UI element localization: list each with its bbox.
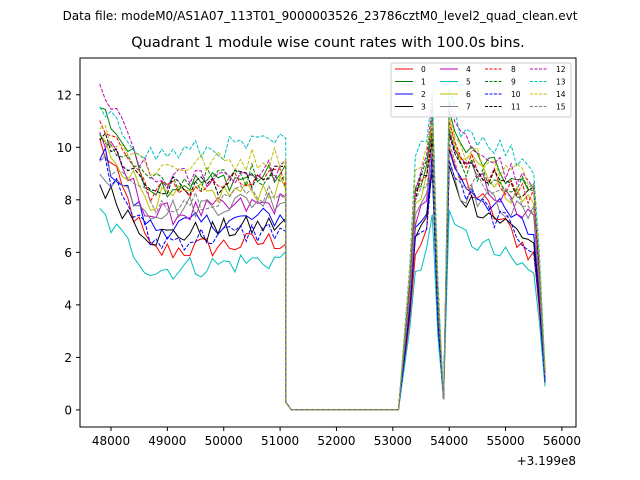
x-tick-label: 48000 [92, 434, 130, 448]
series-line-1 [99, 107, 546, 411]
y-tick-label: 6 [64, 246, 72, 260]
legend-box [390, 62, 572, 118]
x-tick-label: 55000 [486, 434, 524, 448]
x-tick-label: 50000 [205, 434, 243, 448]
legend-label: 5 [466, 78, 471, 87]
legend-label: 3 [421, 103, 426, 112]
legend-label: 2 [421, 90, 426, 99]
y-tick-label: 12 [57, 88, 72, 102]
legend-label: 14 [556, 90, 566, 99]
y-tick-label: 4 [64, 298, 72, 312]
legend-label: 12 [556, 65, 566, 74]
x-tick-label: 49000 [148, 434, 186, 448]
y-tick-label: 10 [57, 141, 72, 155]
x-tick-label: 54000 [430, 434, 468, 448]
x-offset-text: +3.199e8 [517, 454, 576, 468]
x-tick-label: 51000 [261, 434, 299, 448]
x-tick-label: 52000 [317, 434, 355, 448]
chart-title: Quadrant 1 module wise count rates with … [131, 35, 525, 51]
legend-item-10: 10 [485, 90, 521, 99]
legend-label: 0 [421, 65, 426, 74]
legend-label: 8 [511, 65, 516, 74]
legend-item-13: 13 [530, 78, 566, 87]
legend-item-7: 7 [440, 103, 471, 112]
series-line-3 [99, 165, 546, 411]
legend-item-11: 11 [485, 103, 521, 112]
legend-item-12: 12 [530, 65, 566, 74]
series-line-14 [99, 115, 546, 411]
legend-label: 4 [466, 65, 471, 74]
legend-label: 7 [466, 103, 471, 112]
legend-label: 15 [556, 103, 566, 112]
legend-label: 9 [511, 78, 516, 87]
legend-item-8: 8 [485, 65, 516, 74]
legend-label: 1 [421, 78, 426, 87]
x-tick-label: 56000 [543, 434, 581, 448]
series-line-6 [99, 123, 546, 411]
legend-item-3: 3 [395, 103, 426, 112]
y-tick-label: 0 [64, 403, 72, 417]
legend-label: 10 [511, 90, 521, 99]
x-tick-label: 53000 [374, 434, 412, 448]
legend-item-1: 1 [395, 78, 426, 87]
legend-item-14: 14 [530, 90, 566, 99]
legend-item-2: 2 [395, 90, 426, 99]
legend-item-9: 9 [485, 78, 516, 87]
legend-label: 13 [556, 78, 566, 87]
legend-label: 11 [511, 103, 521, 112]
series-line-12 [99, 83, 546, 411]
plot-lines [99, 83, 546, 411]
plot-frame [79, 57, 577, 428]
figure-suptitle: Data file: modeM0/AS1A07_113T01_90000035… [62, 9, 578, 23]
legend-item-4: 4 [440, 65, 471, 74]
legend-label: 6 [466, 90, 471, 99]
y-tick-label: 2 [64, 351, 72, 365]
series-line-9 [99, 128, 546, 411]
series-line-8 [99, 120, 546, 411]
y-tick-label: 8 [64, 193, 72, 207]
legend-item-6: 6 [440, 90, 471, 99]
series-line-4 [99, 131, 546, 411]
legend-item-15: 15 [530, 103, 566, 112]
legend-item-5: 5 [440, 78, 471, 87]
legend-item-0: 0 [395, 65, 426, 74]
series-line-15 [99, 141, 546, 411]
series-line-2 [99, 146, 546, 411]
